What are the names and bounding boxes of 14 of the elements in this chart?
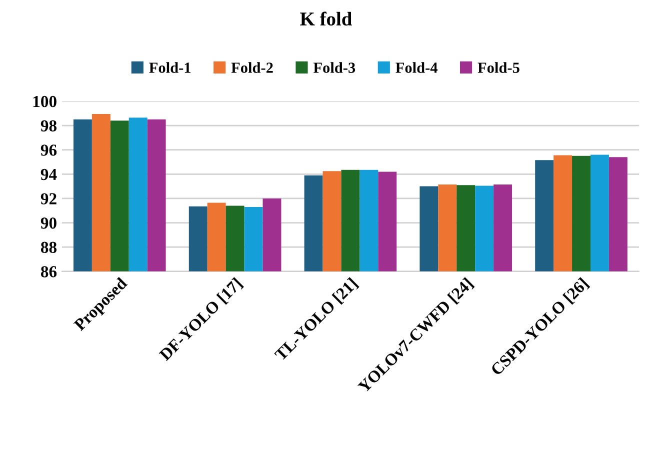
y-tick-label: 98: [40, 120, 57, 132]
legend-label: Fold-4: [396, 62, 438, 73]
y-tick-label: 88: [40, 242, 57, 254]
y-tick-label: 90: [40, 217, 56, 229]
y-tick-label: 96: [40, 144, 57, 156]
legend-label: Fold-2: [231, 62, 273, 73]
y-tick-label: 100: [33, 96, 56, 108]
legend-label: Fold-1: [149, 62, 191, 73]
chart-title: K fold: [300, 12, 352, 26]
y-tick-label: 94: [40, 168, 57, 180]
legend-label: Fold-3: [313, 62, 356, 73]
y-tick-label: 92: [40, 193, 56, 204]
y-tick-label: 86: [40, 266, 57, 278]
legend-label: Fold-5: [478, 62, 520, 73]
